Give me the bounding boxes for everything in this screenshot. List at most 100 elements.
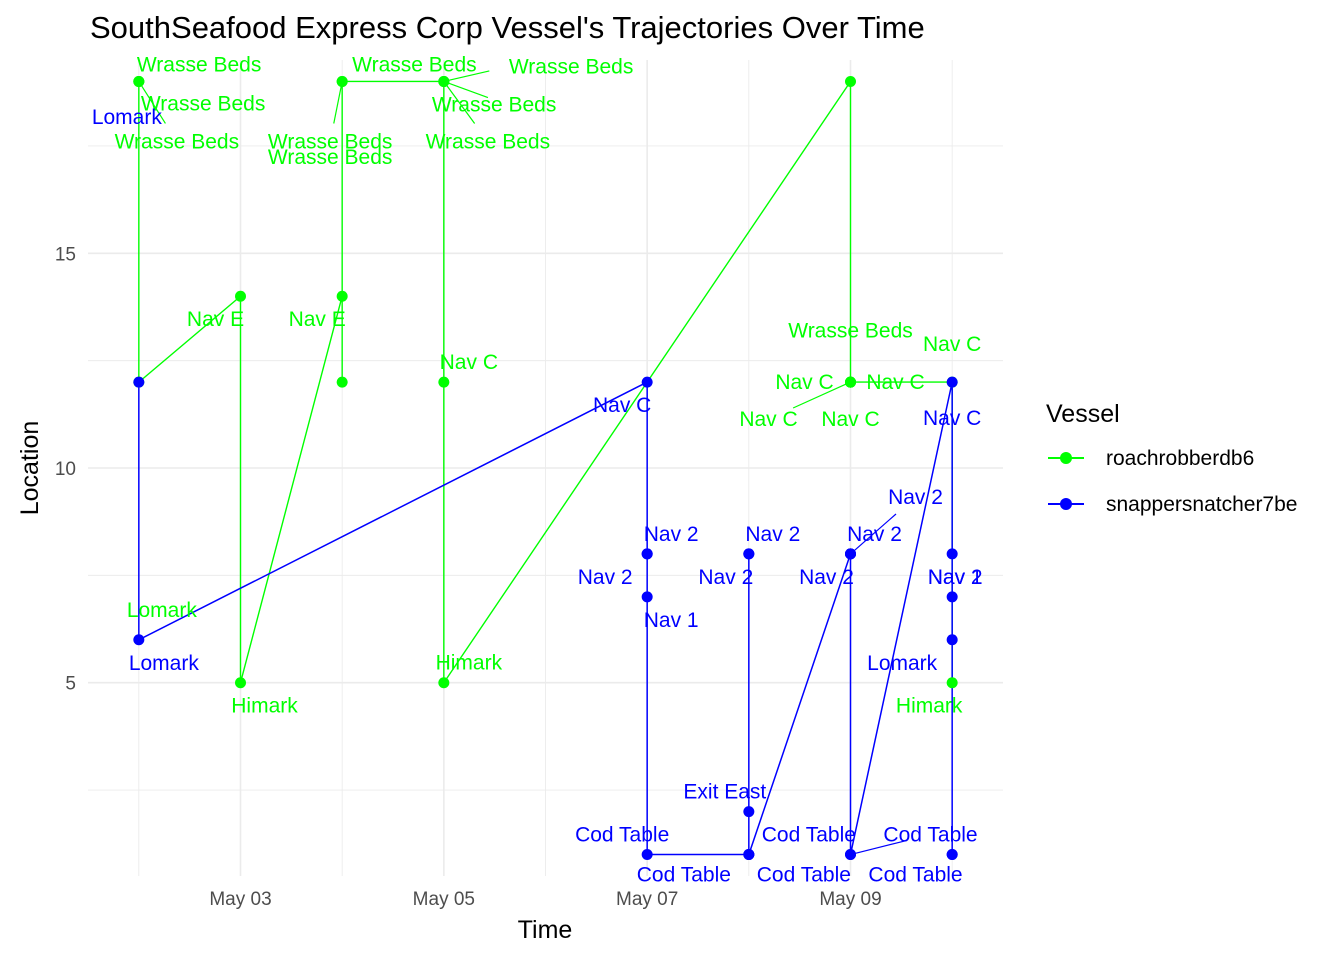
x-tick-label: May 09 — [819, 889, 881, 910]
point-label: Nav E — [289, 308, 346, 331]
point-label: Wrasse Beds — [788, 319, 913, 342]
point-label: Nav 2 — [644, 523, 699, 546]
label-leader-line — [443, 81, 476, 124]
label-leader-line — [443, 80, 489, 99]
data-point — [235, 290, 246, 302]
legend-key-point — [1060, 498, 1072, 510]
data-point — [641, 591, 653, 603]
data-point — [845, 849, 856, 861]
point-label: Nav C — [923, 333, 981, 356]
data-point — [743, 548, 755, 560]
label-leader-line — [850, 513, 897, 555]
data-point — [946, 548, 958, 560]
point-label: Wrasse Beds — [137, 53, 261, 76]
data-point — [641, 548, 653, 560]
series-line-roachrobberdb6 — [138, 79, 953, 686]
data-point — [845, 376, 856, 388]
point-label: Wrasse Beds — [141, 92, 265, 115]
point-label: Cod Table — [868, 864, 962, 887]
legend-key-roachrobberdb6 — [1048, 452, 1084, 464]
x-tick-label: May 05 — [413, 889, 475, 910]
data-point — [438, 75, 450, 87]
point-label: Wrasse Beds — [268, 146, 393, 169]
legend-title: Vessel — [1046, 400, 1120, 428]
data-point — [946, 849, 958, 861]
data-point — [235, 677, 246, 689]
data-point — [946, 376, 958, 388]
y-axis-title: Location — [16, 421, 44, 516]
label-leader-line — [792, 381, 851, 409]
legend-key-snappersnatcher7be — [1048, 498, 1084, 510]
point-label: Exit East — [683, 781, 766, 804]
data-point — [946, 634, 958, 646]
label-leader-lines — [138, 70, 907, 856]
data-point — [438, 677, 450, 689]
data-point — [438, 376, 450, 388]
grid-layer — [88, 60, 1003, 876]
point-label: Cod Table — [575, 824, 669, 847]
legend: Vessel roachrobberdb6 snappersnatcher7be — [1046, 400, 1297, 535]
point-label: Lomark — [127, 599, 198, 622]
label-leader-line — [443, 70, 490, 83]
data-point — [641, 376, 653, 388]
point-label: Nav 2 — [799, 566, 854, 589]
point-label: Lomark — [92, 106, 163, 129]
point-label: Wrasse Beds — [432, 93, 557, 116]
point-label: Cod Table — [757, 864, 851, 887]
data-point — [133, 75, 145, 87]
x-tick-label: May 03 — [209, 889, 271, 910]
x-tick-label: May 07 — [616, 889, 678, 910]
point-label: Cod Table — [762, 824, 856, 847]
legend-item-roachrobberdb6: roachrobberdb6 — [1046, 443, 1254, 489]
data-point — [743, 849, 755, 861]
point-label: Nav 2 — [888, 486, 943, 509]
label-leader-line — [850, 839, 907, 856]
point-label: Nav 2 — [745, 523, 800, 546]
y-tick-label: 10 — [55, 459, 76, 480]
point-label: Cod Table — [883, 824, 977, 847]
data-point — [133, 634, 145, 646]
point-label: Nav 2 — [578, 566, 633, 589]
point-label: Nav C — [440, 351, 498, 374]
point-label: Cod Table — [637, 864, 731, 887]
point-label: Himark — [231, 695, 298, 718]
data-point — [845, 75, 856, 87]
legend-key-point — [1060, 452, 1072, 464]
y-tick-label: 5 — [65, 674, 76, 695]
label-leader-line — [138, 81, 166, 124]
point-label: Wrasse Beds — [268, 130, 393, 153]
data-point — [641, 849, 653, 861]
point-label: Lomark — [129, 652, 200, 675]
data-point — [946, 591, 958, 603]
legend-item-snappersnatcher7be: snappersnatcher7be — [1046, 489, 1297, 535]
chart-title: SouthSeafood Express Corp Vessel's Traje… — [90, 10, 925, 45]
x-axis-title: Time — [518, 916, 573, 944]
y-tick-label: 15 — [55, 244, 76, 265]
axis-layer: May 03 May 05 May 07 May 09 5 10 15 — [55, 244, 882, 910]
trajectory-points — [133, 75, 958, 861]
point-label: Nav 1 — [644, 609, 699, 632]
label-leader-line — [333, 81, 343, 124]
point-label: Nav 1 — [928, 566, 983, 589]
point-label: Wrasse Beds — [115, 130, 240, 153]
point-label: Nav C — [923, 407, 981, 430]
legend-label: snappersnatcher7be — [1106, 493, 1298, 516]
point-label: Nav C — [866, 371, 924, 394]
point-label: Nav C — [593, 394, 651, 417]
data-point — [845, 548, 856, 560]
data-point — [336, 290, 348, 302]
point-label: Nav 2 — [847, 523, 902, 546]
point-label: Himark — [896, 695, 963, 718]
point-label: Nav C — [821, 408, 879, 431]
point-label: Wrasse Beds — [352, 53, 477, 76]
point-label: Nav 2 — [698, 566, 753, 589]
data-point — [336, 376, 348, 388]
point-label: Nav C — [775, 371, 833, 394]
data-point — [133, 376, 145, 388]
data-point — [743, 806, 755, 818]
point-label: Wrasse Beds — [426, 130, 551, 153]
data-point — [336, 75, 348, 87]
point-label: Wrasse Beds — [509, 55, 634, 78]
